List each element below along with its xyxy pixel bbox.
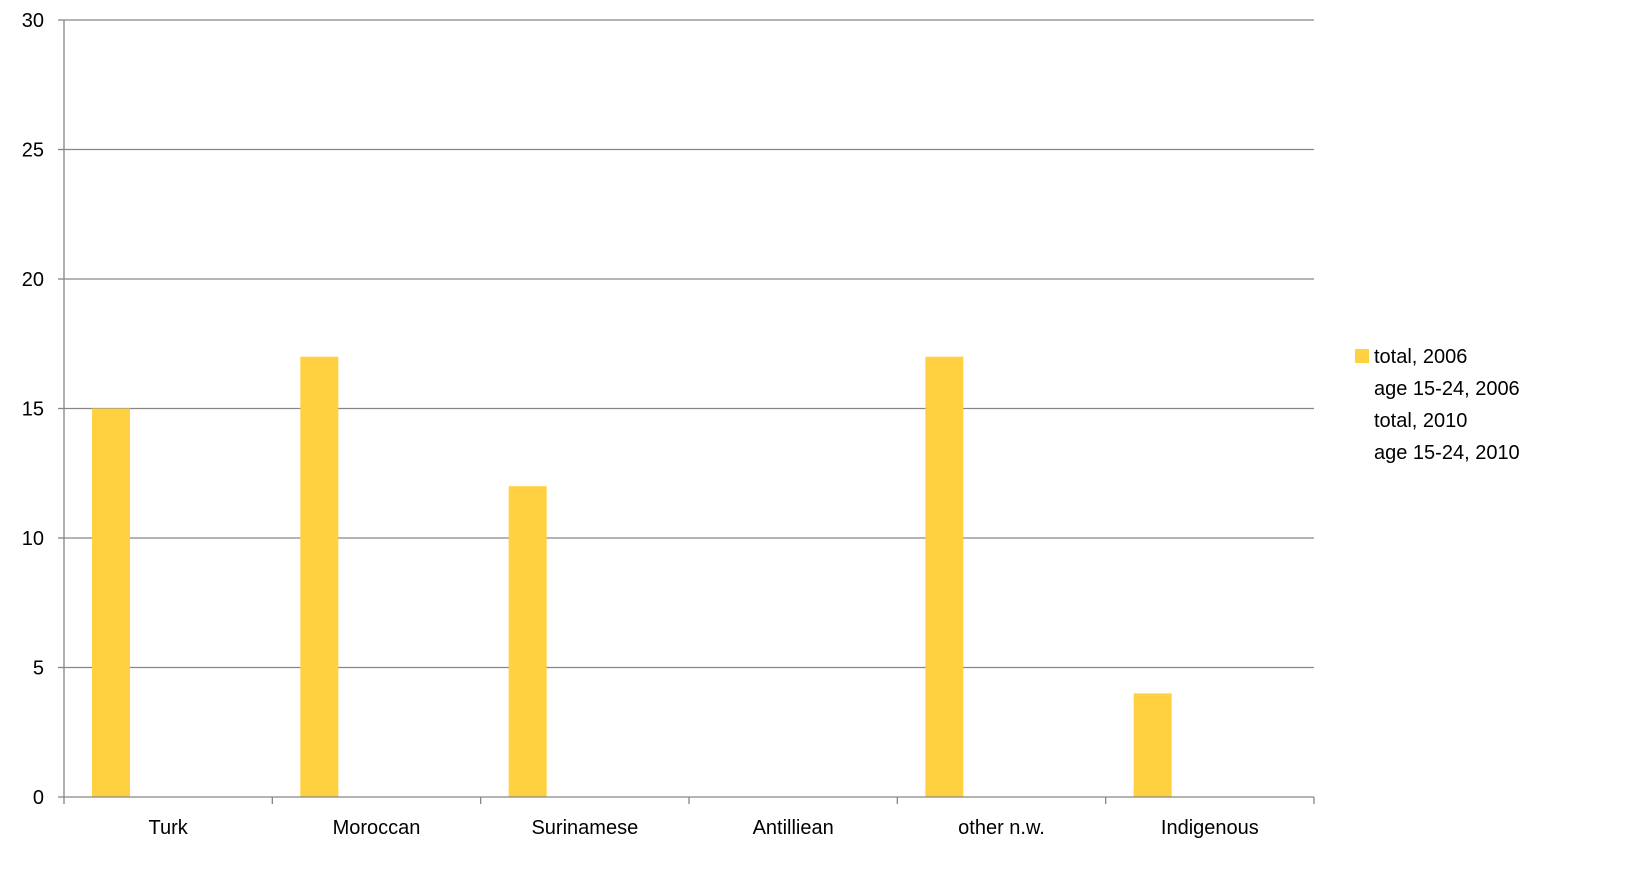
legend: total, 2006 age 15-24, 2006 total, 2010 age…	[1355, 346, 1520, 464]
y-tick-label: 20	[22, 269, 44, 291]
y-tick-label: 5	[33, 658, 44, 680]
y-tick-label: 30	[22, 10, 44, 32]
x-tick-label: Indigenous	[1161, 817, 1259, 839]
y-tick-label: 25	[22, 140, 44, 162]
bar-indigenous	[1133, 693, 1172, 797]
x-tick-label: Surinamese	[531, 817, 638, 839]
legend-item-label: total, 2010	[1374, 410, 1467, 432]
legend-swatch	[1355, 349, 1369, 363]
bar-turk	[92, 408, 130, 797]
bar-moroccan	[300, 356, 339, 797]
x-tick-label: other n.w.	[958, 817, 1045, 839]
bar-other-n-w	[925, 356, 964, 797]
x-tick-label: Antilliean	[753, 817, 834, 839]
axes	[58, 19, 1315, 804]
legend-item-label: total, 2006	[1374, 346, 1467, 368]
y-tick-label: 15	[22, 399, 44, 421]
legend-item-label: age 15-24, 2006	[1374, 378, 1520, 400]
bars	[92, 356, 1172, 797]
legend-item-label: age 15-24, 2010	[1374, 442, 1520, 464]
y-tick-labels: 0 5 10 15 20 25 30	[22, 10, 44, 809]
y-tick-label: 10	[22, 528, 44, 550]
x-tick-labels: Turk Moroccan Surinamese Antilliean other n.…	[149, 817, 1259, 839]
bar-surinamese	[508, 486, 547, 797]
x-tick-label: Moroccan	[333, 817, 421, 839]
x-tick-label: Turk	[149, 817, 189, 839]
gridlines	[64, 19, 1314, 669]
y-tick-label: 0	[33, 787, 44, 809]
